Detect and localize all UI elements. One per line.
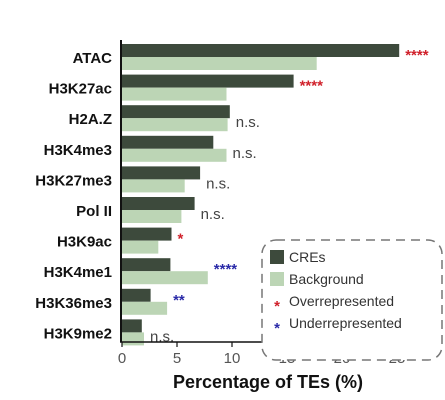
category-label-h3k9ac: H3K9ac [57,234,112,251]
legend-star-underrepresented: * [274,320,280,337]
legend-swatch-cres [270,250,284,264]
bar-cres-h3k27ac [122,74,294,88]
bar-background-atac [122,57,317,70]
bar-background-h3k36me3 [122,301,168,315]
significance-h3k9me2: n.s. [150,328,174,345]
x-tick-label-10: 10 [224,350,241,367]
x-tick-label-5: 5 [173,350,181,367]
category-label-h3k4me1: H3K4me1 [44,264,112,281]
significance-labels: ********n.s.n.s.n.s.n.s.*******n.s. [150,47,429,345]
category-labels: ATAC H3K27ac H2A.Z H3K4me3 H3K27me3 Pol II H3K… [35,50,112,342]
bar-cres-atac [122,44,400,57]
bar-background-pol-ii [122,210,182,223]
bar-background-h3k4me3 [122,148,227,162]
bar-cres-h3k9ac [122,227,172,241]
significance-pol-ii: n.s. [201,206,225,223]
bar-cres-h3k27me3 [122,166,201,180]
bar-cres-h2a-z [122,105,230,119]
significance-atac: **** [405,47,429,64]
bar-background-h3k9me2 [122,332,144,346]
category-label-h3k27ac: H3K27ac [49,81,112,98]
significance-h3k4me3: n.s. [233,145,257,162]
x-axis-title: Percentage of TEs (%) [173,372,363,392]
legend: CREs Background * Overrepresented * Underrepr… [261,239,443,361]
x-tick-label-0: 0 [118,350,126,367]
legend-label-underrepresented: Underrepresented [289,315,402,331]
bar-background-h3k27me3 [122,179,185,193]
significance-h3k9ac: * [178,231,184,248]
bar-background-h3k9ac [122,240,159,254]
bars-layer [122,44,400,346]
significance-h3k4me1: **** [214,261,238,278]
category-label-h3k36me3: H3K36me3 [35,295,112,312]
legend-star-overrepresented: * [274,298,280,315]
legend-items: CREs Background * Overrepresented * Underrepr… [270,249,402,337]
bar-cres-h3k4me1 [122,258,171,272]
bar-cres-pol-ii [122,197,195,210]
significance-h3k36me3: ** [173,292,185,309]
category-label-h3k9me2: H3K9me2 [44,325,112,342]
significance-h3k27me3: n.s. [206,175,230,192]
bar-cres-h3k4me3 [122,135,214,149]
bar-cres-h3k36me3 [122,288,151,302]
bar-background-h2a-z [122,118,228,132]
category-label-h3k27me3: H3K27me3 [35,172,112,189]
legend-label-background: Background [289,271,364,287]
significance-h2a-z: n.s. [236,114,260,131]
category-label-h2a-z: H2A.Z [69,111,112,128]
category-label-atac: ATAC [73,50,113,67]
significance-h3k27ac: **** [300,78,324,95]
category-label-h3k4me3: H3K4me3 [44,142,112,159]
legend-swatch-background [270,272,284,286]
legend-label-overrepresented: Overrepresented [289,293,394,309]
bar-background-h3k4me1 [122,271,208,285]
legend-frame [261,239,443,361]
bar-cres-h3k9me2 [122,319,142,333]
bar-background-h3k27ac [122,87,227,101]
category-label-pol-ii: Pol II [76,203,112,220]
legend-label-cres: CREs [289,249,326,265]
